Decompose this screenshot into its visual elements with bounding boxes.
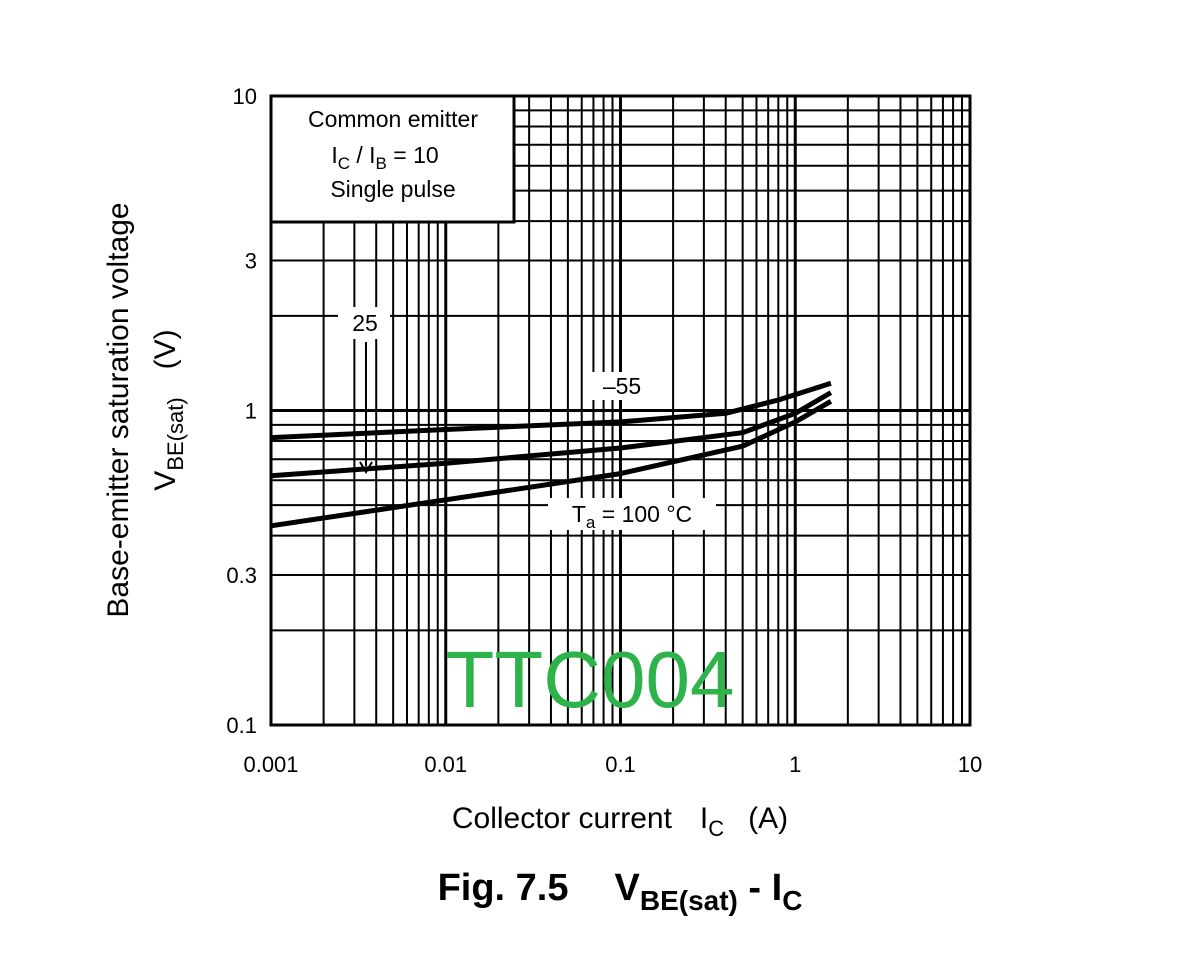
tick-labels: 0.001 0.01 0.1 1 10 0.1 0.3 1 3 10 — [226, 84, 982, 777]
series-line-2 — [270, 399, 833, 529]
plot-frame — [269, 94, 972, 727]
series-lines — [270, 380, 833, 529]
y-axis-label: Base-emitter saturation voltage — [102, 202, 135, 617]
x-tick-label: 10 — [958, 752, 982, 777]
watermark: TTC004 — [446, 635, 735, 724]
y-tick-label: 0.3 — [226, 563, 257, 588]
series-label-m55: –55 — [603, 373, 641, 399]
y-tick-label: 10 — [233, 84, 257, 109]
y-tick-label: 3 — [245, 248, 257, 273]
condition-ic-ib-ratio: IC / IB = 10 — [331, 142, 438, 173]
condition-single-pulse: Single pulse — [330, 176, 455, 202]
x-axis-label: Collector current IC (A) — [452, 802, 788, 841]
series-line-1 — [270, 390, 833, 479]
y-tick-label: 1 — [245, 399, 257, 424]
series-label-100c: Ta = 100 °C — [572, 501, 692, 532]
x-tick-label: 0.1 — [605, 752, 636, 777]
condition-common-emitter: Common emitter — [308, 106, 478, 132]
series-label-25: 25 — [352, 310, 378, 336]
conditions-box — [269, 94, 516, 224]
conditions-legend: Common emitter IC / IB = 10 Single pulse — [269, 94, 516, 224]
figure-caption: Fig. 7.5 VBE(sat) - IC — [438, 867, 803, 916]
y-tick-label: 0.1 — [226, 713, 257, 738]
x-tick-label: 0.01 — [424, 752, 467, 777]
series-line-0 — [270, 380, 832, 441]
x-tick-label: 1 — [789, 752, 801, 777]
series-labels: –55 25 Ta = 100 °C — [338, 307, 716, 532]
y-axis-label-symbol: VBE(sat)(V) — [149, 329, 188, 490]
x-tick-label: 0.001 — [243, 752, 298, 777]
series-label-25-arrowhead — [359, 461, 373, 474]
